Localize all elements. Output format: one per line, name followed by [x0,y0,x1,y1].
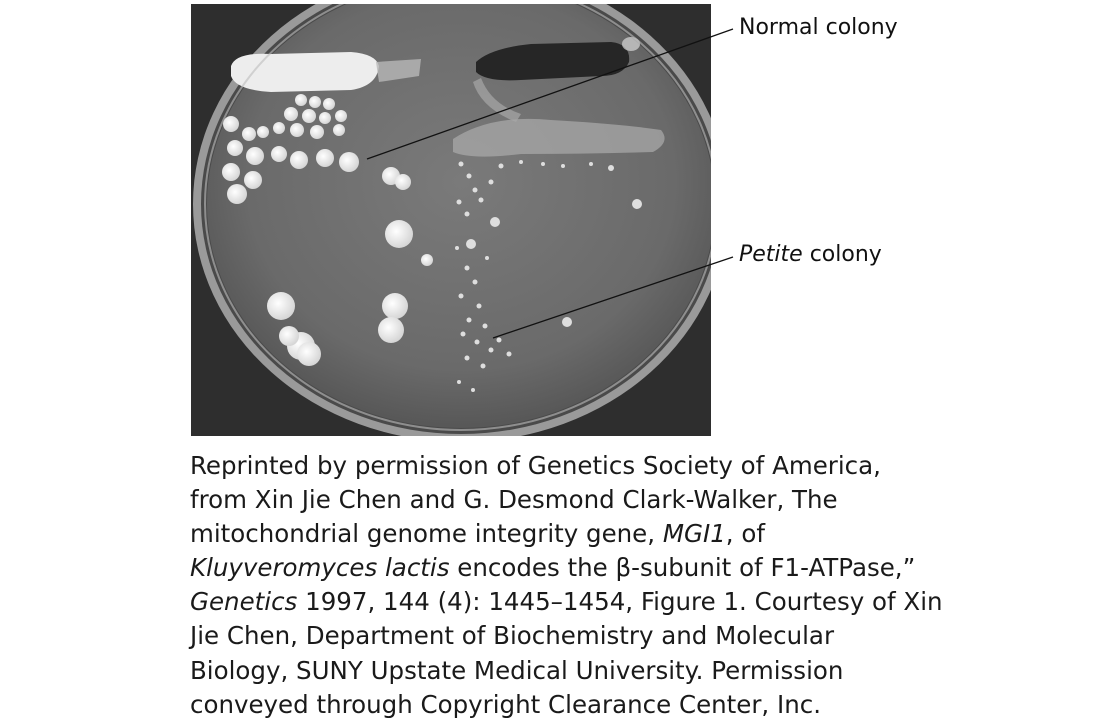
credit-line-4b: encodes the β-subunit of F1-ATPase,” [449,553,915,582]
petite-italic: Petite [739,242,803,267]
normal-colony-text: Normal colony [739,15,898,40]
normal-colony-label: Normal colony [739,15,898,41]
petite-colony-text: colony [803,242,882,267]
credit-line-6: Jie Chen, Department of Biochemistry and… [190,619,1090,653]
credit-line-3a: mitochondrial genome integrity gene, [190,519,663,548]
species-name: Kluyveromyces lactis [190,553,449,582]
credit-line-5: Genetics 1997, 144 (4): 1445–1454, Figur… [190,585,1090,619]
gene-name: MGI1 [663,519,726,548]
petri-dish-photo [191,4,711,436]
credit-line-4: Kluyveromyces lactis encodes the β-subun… [190,551,1090,585]
petite-colony-label: Petite colony [739,242,882,268]
credit-caption: Reprinted by permission of Genetics Soci… [190,449,1090,722]
credit-line-1: Reprinted by permission of Genetics Soci… [190,449,1090,483]
credit-line-8: conveyed through Copyright Clearance Cen… [190,688,1090,722]
credit-line-2: from Xin Jie Chen and G. Desmond Clark-W… [190,483,1090,517]
credit-line-3: mitochondrial genome integrity gene, MGI… [190,517,1090,551]
credit-line-3c: , of [726,519,765,548]
journal-name: Genetics [190,587,297,616]
credit-line-7: Biology, SUNY Upstate Medical University… [190,654,1090,688]
credit-line-5b: 1997, 144 (4): 1445–1454, Figure 1. Cour… [297,587,942,616]
